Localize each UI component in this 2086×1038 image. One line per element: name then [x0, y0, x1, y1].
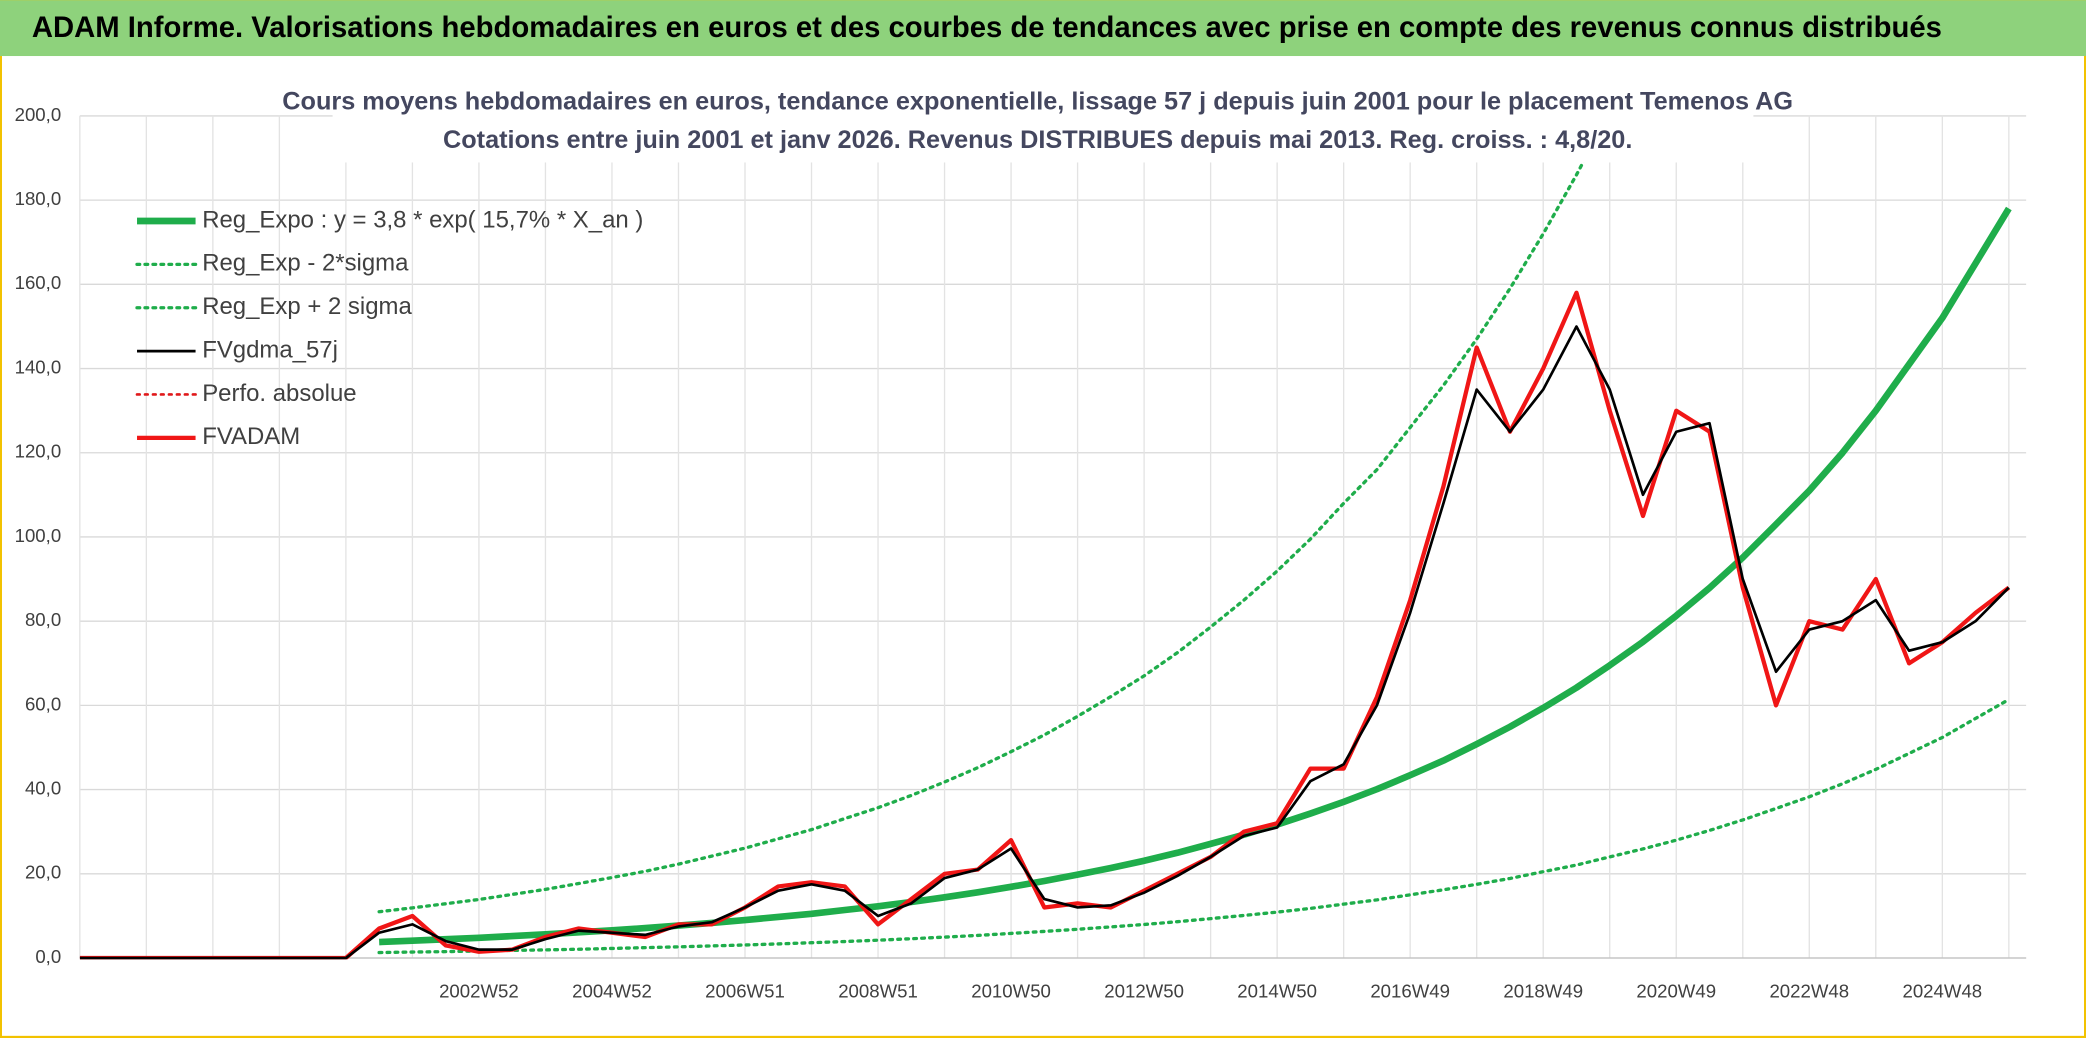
x-tick-label: 2024W48 [1902, 981, 1982, 1002]
plot-lines [79, 115, 2012, 960]
legend: Reg_Expo : y = 3,8 * exp( 15,7% * X_an )… [135, 206, 643, 450]
title-background [332, 79, 1754, 163]
series-line [377, 697, 2011, 955]
header-band [0, 0, 2086, 57]
y-tick-label: 80,0 [25, 609, 61, 630]
x-tick-label: 2016W49 [1370, 981, 1450, 1002]
legend-label: Perfo. absolue [202, 380, 356, 407]
x-tick-label: 2002W52 [439, 981, 519, 1002]
y-tick-label: 140,0 [15, 356, 62, 377]
legend-label: Reg_Exp - 2*sigma [202, 250, 409, 277]
y-tick-label: 20,0 [25, 862, 61, 883]
x-tick-label: 2008W51 [838, 981, 918, 1002]
x-tick-label: 2004W52 [572, 981, 652, 1002]
y-tick-label: 0,0 [35, 946, 61, 967]
header: ADAM Informe. Valorisations hebdomadaire… [32, 12, 1942, 44]
legend-label: FVADAM [202, 423, 300, 450]
legend-label: Reg_Exp + 2 sigma [202, 293, 412, 320]
x-tick-label: 2010W50 [971, 981, 1051, 1002]
chart-title: Cours moyens hebdomadaires en euros, ten… [282, 87, 1793, 115]
y-tick-label: 160,0 [15, 272, 62, 293]
grid: 0,0 20,0 40,0 60,0 80,0 100,0 120,0 140,0 160,0 1… [15, 104, 2027, 1002]
x-tick-label: 2012W50 [1104, 981, 1184, 1002]
legend-label: Reg_Expo : y = 3,8 * exp( 15,7% * X_an ) [202, 206, 643, 233]
x-tick-label: 2020W49 [1636, 981, 1716, 1002]
y-tick-label: 180,0 [15, 188, 62, 209]
series-line [79, 290, 2011, 960]
x-tick-label: 2006W51 [705, 981, 785, 1002]
y-tick-label: 100,0 [15, 525, 62, 546]
x-tick-label: 2014W50 [1237, 981, 1317, 1002]
series-line [377, 115, 1610, 914]
series-line [79, 325, 2010, 960]
y-tick-label: 120,0 [15, 441, 62, 462]
y-tick-label: 40,0 [25, 778, 61, 799]
x-tick-label: 2022W48 [1769, 981, 1849, 1002]
x-tick-label: 2018W49 [1503, 981, 1583, 1002]
y-tick-label: 60,0 [25, 693, 61, 714]
y-tick-label: 200,0 [15, 104, 62, 125]
chart-subtitle: Cotations entre juin 2001 et janv 2026. … [443, 126, 1632, 154]
legend-label: FVgdma_57j [202, 336, 338, 363]
